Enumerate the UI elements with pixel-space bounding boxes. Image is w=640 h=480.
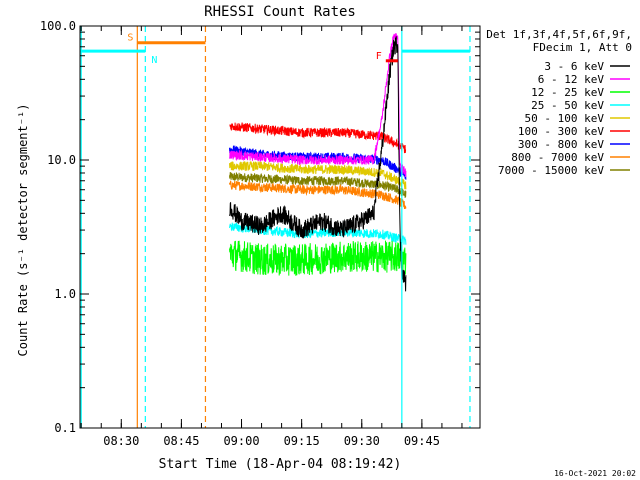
- x-tick-label: 09:45: [404, 434, 440, 448]
- x-tick-label: 08:30: [103, 434, 139, 448]
- interval-marker-label: N: [151, 55, 157, 66]
- x-tick-label: 08:45: [163, 434, 199, 448]
- legend-entry-label: 800 - 7000 keV: [511, 151, 604, 164]
- legend-entry-label: 7000 - 15000 keV: [498, 164, 604, 177]
- axes-layer: 0.1 1.0 10.0 100.0 08:30 08:45 09:00 09:15 09:30…: [40, 19, 481, 448]
- legend-header-line-2: FDecim 1, Att 0: [533, 41, 632, 54]
- plot-frame: [79, 25, 481, 429]
- x-tick-label: 09:30: [344, 434, 380, 448]
- series-line: [229, 122, 407, 154]
- series-line: [229, 240, 407, 276]
- legend-entry-label: 50 - 100 keV: [525, 112, 605, 125]
- legend-entry-label: 300 - 800 keV: [518, 138, 604, 151]
- legend-entry-label: 100 - 300 keV: [518, 125, 604, 138]
- y-tick-label: 1.0: [54, 287, 76, 301]
- legend-entry-label: 12 - 25 keV: [531, 86, 604, 99]
- legend-entry-label: 25 - 50 keV: [531, 99, 604, 112]
- footer-timestamp: 16-Oct-2021 20:02: [554, 469, 636, 478]
- x-tick-label: 09:00: [223, 434, 259, 448]
- y-axis-label: Count Rate (s⁻¹ detector segment⁻¹): [16, 104, 30, 357]
- legend-header-line-1: Det 1f,3f,4f,5f,6f,9f,: [486, 28, 632, 41]
- x-tick-label: 09:15: [284, 434, 320, 448]
- legend: Det 1f,3f,4f,5f,6f,9f, FDecim 1, Att 0 3…: [486, 28, 632, 177]
- legend-entry-label: 3 - 6 keV: [544, 60, 604, 73]
- series-line: [229, 180, 407, 210]
- y-tick-label: 10.0: [47, 153, 76, 167]
- series-line: [229, 160, 407, 190]
- interval-marker-label: S: [127, 33, 133, 44]
- x-axis-label: Start Time (18-Apr-04 08:19:42): [159, 457, 402, 472]
- y-tick-label: 100.0: [40, 19, 76, 33]
- plot-layer: S N F: [80, 26, 471, 428]
- interval-marker-label: F: [376, 51, 382, 62]
- y-tick-label: 0.1: [54, 421, 76, 435]
- series-line: [229, 33, 407, 178]
- legend-entry-label: 6 - 12 keV: [538, 73, 605, 86]
- series-line: [229, 36, 407, 292]
- chart-title: RHESSI Count Rates: [204, 4, 356, 20]
